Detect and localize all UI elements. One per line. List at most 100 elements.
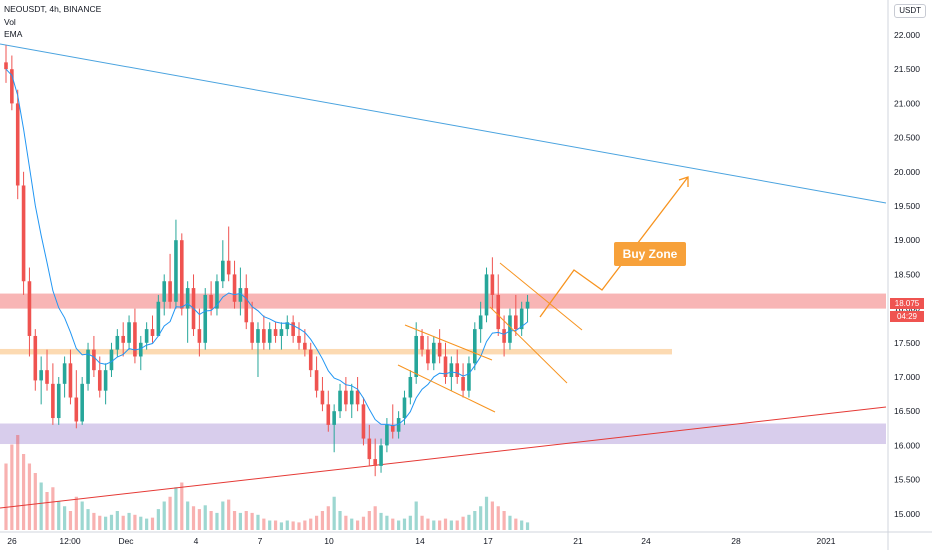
channel-upper-1 — [404, 324, 493, 361]
price-tick-label: 15.000 — [894, 509, 920, 519]
candle-body — [262, 329, 266, 343]
volume-bar — [80, 501, 84, 530]
time-tick-label: 14 — [415, 536, 425, 546]
volume-bar — [408, 515, 412, 530]
candle-body — [467, 363, 471, 391]
price-tick-label: 20.000 — [894, 167, 920, 177]
volume-bar — [39, 482, 43, 530]
candle-body — [185, 288, 190, 309]
candle-body — [162, 281, 167, 302]
candle-body — [478, 315, 483, 330]
currency-selector[interactable]: USDT — [894, 4, 926, 18]
volume-bar — [145, 518, 149, 530]
volume-bar — [484, 496, 489, 530]
candle-body — [320, 390, 325, 405]
volume-bar — [92, 512, 96, 530]
candle-body — [33, 335, 38, 381]
volume-bar — [379, 512, 383, 530]
volume-bar — [397, 520, 401, 530]
candle-body — [27, 281, 32, 336]
candle-body — [490, 274, 495, 295]
time-tick-label: 21 — [573, 536, 583, 546]
volume-bar — [45, 492, 49, 530]
volume-bar — [127, 512, 131, 530]
time-tick-label: 12:00 — [59, 536, 81, 546]
price-tick-label: 21.500 — [894, 64, 920, 74]
price-zones — [0, 293, 886, 445]
volume-bar — [63, 506, 67, 530]
channel-lower-1 — [397, 364, 496, 413]
candle-body — [226, 260, 231, 275]
candle-body — [150, 329, 155, 336]
volume-bar — [520, 520, 524, 530]
volume-bar — [121, 515, 125, 530]
candle-body — [56, 383, 61, 419]
volume-bar — [51, 487, 55, 530]
volume-bar — [373, 506, 377, 530]
candle-body — [109, 349, 114, 371]
volume-bar — [262, 518, 266, 530]
volume-bar — [443, 518, 448, 530]
volume-bar — [57, 501, 61, 530]
candle-body — [74, 397, 79, 422]
candle-body — [514, 315, 518, 330]
volume-bars — [4, 435, 530, 530]
volume-bar — [256, 514, 260, 530]
volume-bar — [227, 499, 231, 530]
ema-line — [5, 68, 528, 427]
zone-demand — [0, 423, 886, 445]
candle-body — [127, 322, 131, 343]
volume-bar — [502, 511, 506, 530]
candle-body — [496, 294, 501, 330]
candle-body — [519, 308, 524, 330]
candle-body — [273, 329, 278, 336]
candle-body — [92, 349, 96, 371]
volume-bar — [74, 496, 78, 530]
volume-bar — [33, 473, 37, 530]
volume-bar — [10, 444, 14, 530]
candle-body — [396, 418, 401, 432]
volume-bar — [432, 520, 436, 530]
volume-bar — [285, 520, 289, 530]
candle-body — [68, 363, 73, 398]
candle-body — [215, 281, 219, 309]
candle-body — [86, 349, 90, 384]
candle-body — [80, 383, 84, 422]
volume-indicator-label[interactable]: Vol — [4, 17, 16, 27]
volume-bar — [250, 512, 254, 530]
candle-body — [180, 240, 184, 309]
candle-body — [461, 377, 465, 391]
candle-body — [408, 377, 413, 398]
volume-bar — [174, 487, 178, 530]
volume-bar — [332, 496, 336, 530]
volume-bar — [367, 511, 371, 530]
candle-body — [174, 240, 178, 302]
price-tick-label: 21.000 — [894, 98, 920, 108]
volume-bar — [244, 511, 248, 530]
price-tick-label: 17.500 — [894, 338, 920, 348]
candle-body — [203, 294, 208, 343]
candle-body — [156, 301, 161, 336]
candle-body — [39, 370, 43, 381]
candle-body — [45, 370, 49, 384]
candle-body — [121, 335, 125, 343]
candle-body — [138, 342, 143, 357]
volume-bar — [344, 515, 348, 530]
candle-body — [232, 274, 237, 302]
candle-body — [502, 329, 506, 343]
last-price-tag: 18.075 — [890, 298, 924, 309]
candle-body — [256, 329, 260, 343]
volume-bar — [104, 516, 108, 530]
ema-indicator-label[interactable]: EMA — [4, 29, 23, 39]
volume-bar — [414, 501, 418, 530]
projection-arrowhead — [678, 176, 689, 187]
candle-body — [51, 383, 55, 419]
volume-bar — [467, 514, 471, 530]
volume-bar — [455, 520, 459, 530]
candle-body — [431, 342, 436, 364]
volume-bar — [273, 520, 278, 530]
volume-bar — [350, 518, 354, 530]
price-axis: 22.000 21.500 21.000 20.500 20.000 19.500 19.0… — [894, 30, 920, 519]
